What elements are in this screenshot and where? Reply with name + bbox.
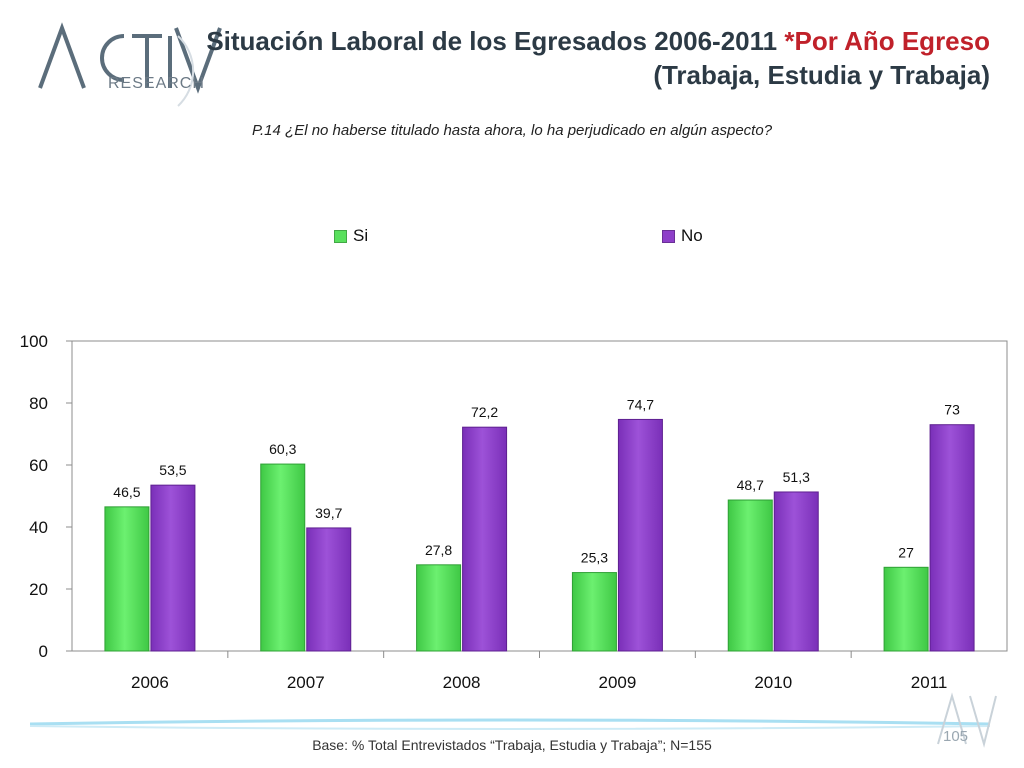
data-label: 27,8: [425, 542, 452, 558]
x-tick-label: 2010: [754, 673, 792, 692]
y-tick-label: 60: [29, 456, 48, 475]
data-label: 51,3: [783, 469, 810, 485]
legend-label-si: Si: [353, 226, 369, 245]
x-tick-label: 2007: [287, 673, 325, 692]
y-tick-label: 0: [39, 642, 48, 661]
footer-decoration: [30, 718, 990, 730]
x-tick-label: 2008: [443, 673, 481, 692]
x-tick-label: 2009: [599, 673, 637, 692]
legend-swatch-no: [662, 229, 675, 243]
y-tick-label: 40: [29, 518, 48, 537]
activa-research-logo: [28, 14, 228, 114]
plot-area-border: [71, 340, 1008, 652]
bar-si-2007: [260, 463, 306, 652]
bar-no-2010: [773, 491, 819, 652]
bar-si-2011: [883, 566, 929, 652]
bar-no-2006: [150, 484, 196, 652]
legend-label-no: No: [681, 226, 703, 245]
data-label: 74,7: [627, 396, 654, 412]
data-label: 60,3: [269, 441, 296, 457]
page-number: 105: [943, 728, 969, 745]
question-text: P.14 ¿El no haberse titulado hasta ahora…: [251, 122, 773, 139]
bar-no-2011: [929, 424, 975, 652]
title-accent: *Por Año Egreso: [784, 26, 990, 56]
page-title: Situación Laboral de los Egresados 2006-…: [206, 24, 990, 92]
footer-base-note: Base: % Total Entrevistados “Trabaja, Es…: [312, 737, 712, 753]
data-label: 53,5: [159, 462, 186, 478]
bar-si-2010: [727, 499, 773, 652]
data-label: 72,2: [471, 404, 498, 420]
data-label: 27: [898, 544, 914, 560]
legend-item-no: No: [662, 226, 703, 246]
legend-swatch-si: [334, 229, 347, 243]
bar-no-2007: [306, 527, 352, 652]
bar-no-2009: [617, 418, 663, 652]
data-label: 39,7: [315, 505, 342, 521]
data-label: 48,7: [737, 477, 764, 493]
x-tick-label: 2011: [911, 673, 948, 692]
y-tick-label: 20: [29, 580, 48, 599]
chart-legend: Si No: [0, 226, 1024, 250]
bar-si-2009: [571, 572, 617, 652]
title-main: Situación Laboral de los Egresados 2006-…: [206, 26, 785, 56]
logo-subtitle: RESEARCH: [108, 75, 205, 92]
logo-mark-icon: [38, 22, 222, 107]
data-label: 73: [944, 402, 960, 418]
title-line2: (Trabaja, Estudia y Trabaja): [653, 60, 990, 90]
x-tick-label: 2006: [131, 673, 169, 692]
legend-item-si: Si: [334, 226, 368, 246]
bar-no-2008: [462, 426, 508, 652]
y-tick-label: 100: [20, 332, 48, 351]
y-tick-label: 80: [29, 394, 48, 413]
corner-logo-icon: [937, 692, 997, 748]
data-label: 46,5: [113, 484, 140, 500]
bar-si-2008: [416, 564, 462, 652]
bar-si-2006: [104, 506, 150, 652]
data-label: 25,3: [581, 550, 608, 566]
